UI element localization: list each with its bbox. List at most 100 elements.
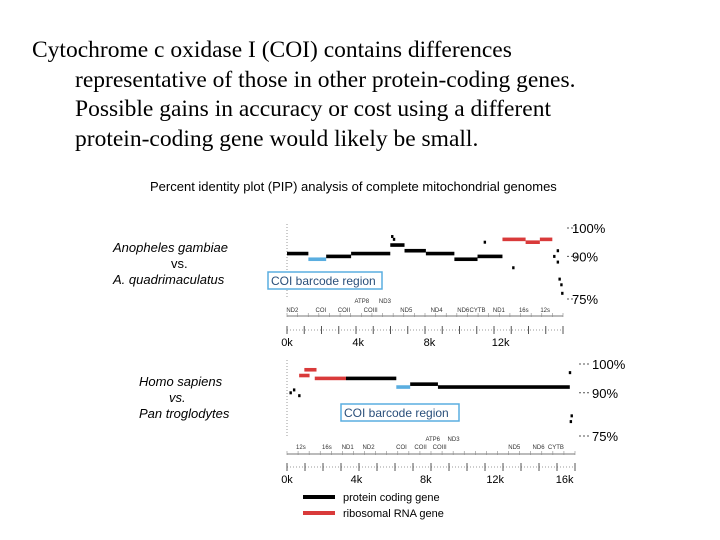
- coi-barcode-label: COI barcode region: [271, 274, 376, 288]
- pip-dot-3: [568, 371, 572, 375]
- gene-label-0: 12s: [296, 445, 306, 451]
- slide-text-line-1: Cytochrome c oxidase I (COI) contains di…: [32, 37, 512, 63]
- gene-above-label-0: ATP8: [355, 299, 370, 305]
- pip-segment-8: [477, 254, 503, 259]
- gene-label-3: ND2: [363, 445, 376, 451]
- gene-label-2: ND1: [342, 445, 355, 451]
- comparison-label-1: vs.: [169, 390, 186, 405]
- gene-label-1: COI: [315, 308, 326, 314]
- pip-segment-3: [351, 251, 391, 256]
- pip-segment-0: [299, 373, 310, 378]
- comparison-label-2: Pan troglodytes: [139, 406, 230, 421]
- x-tick-label-1: 4k: [351, 474, 363, 486]
- gene-label-3: COIII: [364, 308, 378, 314]
- chart-legend: protein coding gene ribosomal RNA gene: [303, 492, 444, 520]
- legend-swatch-0: [303, 495, 335, 499]
- coi-barcode-box: [267, 271, 383, 290]
- y-tick-label-2: 75%: [592, 429, 618, 444]
- coi-barcode-label: COI barcode region: [344, 406, 449, 420]
- gene-label-9: CYTB: [548, 445, 564, 451]
- pip-dot-7: [560, 283, 563, 287]
- pip-segment-6: [437, 385, 570, 389]
- pip-dot-0: [391, 235, 394, 239]
- gene-label-4: ND5: [400, 308, 413, 314]
- pip-segment-5: [404, 248, 426, 253]
- x-tick-label-1: 4k: [352, 337, 364, 349]
- gene-label-0: ND2: [286, 308, 299, 314]
- gene-above-label-1: ND3: [379, 299, 392, 305]
- coi-barcode-box: [340, 403, 460, 422]
- pip-dot-6: [558, 277, 561, 281]
- pip-dot-4: [553, 254, 556, 258]
- gene-above-label-0: ATP6: [425, 437, 440, 443]
- pip-segment-2: [314, 376, 346, 381]
- pip-dot-5: [570, 414, 573, 418]
- comparison-label-0: Homo sapiens: [139, 374, 223, 389]
- pip-dot-2: [298, 394, 301, 398]
- pip-dot-1: [292, 388, 296, 392]
- legend-swatch-1: [303, 511, 335, 515]
- slide-body-text: Cytochrome c oxidase I (COI) contains di…: [32, 36, 712, 154]
- slide-text-line-3: Possible gains in accuracy or cost using…: [75, 96, 551, 122]
- gene-label-1: 16s: [322, 445, 332, 451]
- legend-label-1: ribosomal RNA gene: [343, 508, 444, 520]
- pip-dot-5: [556, 260, 560, 264]
- x-tick-label-2: 8k: [420, 474, 432, 486]
- pip-dot-2: [483, 240, 487, 244]
- chart-title: Percent identity plot (PIP) analysis of …: [150, 179, 557, 194]
- slide-text-line-4: protein-coding gene would likely be smal…: [75, 125, 479, 152]
- pip-segment-1: [304, 367, 317, 372]
- pip-segment-9: [502, 237, 526, 242]
- gene-label-2: COII: [338, 308, 351, 314]
- pip-segment-2: [326, 254, 352, 259]
- x-tick-label-0: 0k: [281, 337, 293, 349]
- pip-segment-6: [425, 251, 455, 256]
- pip-dot-3: [512, 266, 515, 270]
- slide-text-line-2: representative of those in other protein…: [75, 66, 576, 93]
- gene-label-5: COII: [414, 445, 427, 451]
- gene-label-8: ND6: [533, 445, 546, 451]
- pip-segment-11: [539, 237, 553, 242]
- pip-dot-1: [392, 237, 396, 241]
- pip-segment-4: [396, 385, 411, 389]
- pip-segment-10: [525, 240, 540, 244]
- x-tick-label-0: 0k: [281, 474, 293, 486]
- pip-segment-5: [410, 382, 438, 386]
- gene-label-7: CYTB: [470, 308, 486, 314]
- pip-segment-3: [345, 376, 397, 381]
- pip-segment-0: [287, 251, 309, 256]
- x-tick-label-3: 12k: [492, 337, 510, 349]
- gene-label-8: ND1: [493, 308, 506, 314]
- gene-label-7: ND5: [508, 445, 521, 451]
- legend-label-0: protein coding gene: [343, 492, 440, 504]
- y-tick-label-2: 75%: [572, 292, 598, 307]
- pip-dot-8: [561, 291, 564, 295]
- gene-label-4: COI: [396, 445, 407, 451]
- pip-dot-4: [569, 420, 573, 424]
- gene-label-9: 16s: [519, 308, 529, 314]
- pip-segment-4: [390, 243, 405, 247]
- y-tick-label-0: 100%: [592, 357, 626, 372]
- gene-label-6: ND6: [457, 308, 470, 314]
- pip-segment-1: [308, 257, 327, 262]
- y-tick-label-1: 90%: [592, 386, 618, 401]
- y-tick-label-1: 90%: [572, 249, 598, 264]
- x-tick-label-3: 12k: [486, 474, 504, 486]
- gene-above-label-1: ND3: [448, 437, 461, 443]
- y-tick-label-0: 100%: [572, 221, 606, 236]
- comparison-label-1: vs.: [171, 256, 188, 271]
- comparison-label-0: Anopheles gambiae: [112, 240, 228, 255]
- pip-segment-7: [454, 257, 478, 262]
- x-tick-label-4: 16k: [556, 474, 574, 486]
- comparison-label-2: A. quadrimaculatus: [112, 272, 225, 287]
- gene-label-10: 12s: [540, 308, 550, 314]
- gene-label-5: ND4: [431, 308, 444, 314]
- pip-dot-9: [556, 249, 560, 253]
- pip-dot-0: [289, 391, 292, 395]
- gene-label-6: COIII: [433, 445, 447, 451]
- x-tick-label-2: 8k: [424, 337, 436, 349]
